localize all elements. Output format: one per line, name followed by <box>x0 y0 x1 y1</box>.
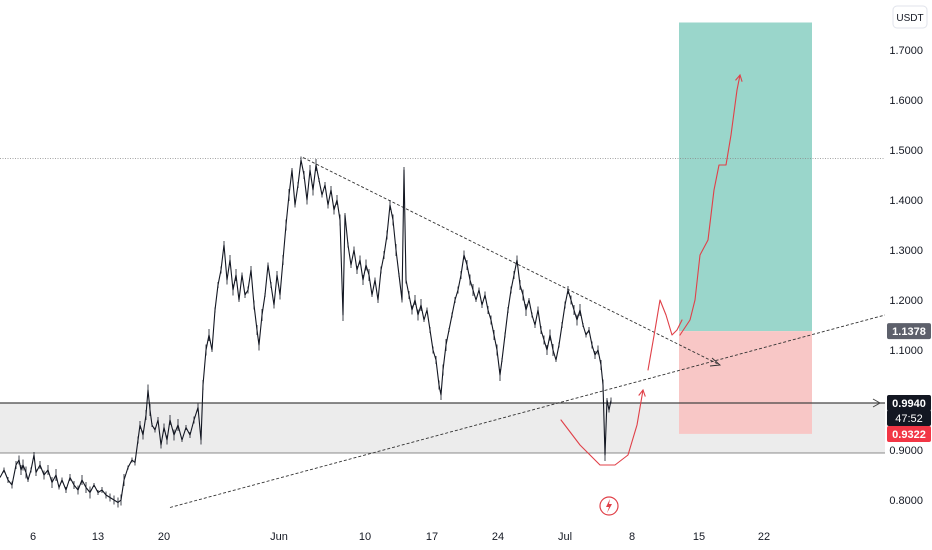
current-price-tag[interactable]: 0.9940 <box>887 395 931 411</box>
y-tick-label: 1.3000 <box>889 245 923 257</box>
countdown-tag[interactable]: 47:52 <box>887 410 931 426</box>
x-tick-label: 10 <box>359 531 371 543</box>
y-tick-label: 1.6000 <box>889 95 923 107</box>
projection-retest-wave[interactable] <box>647 299 683 371</box>
x-tick-label: 8 <box>629 531 635 543</box>
current-price-tag-background <box>887 395 931 411</box>
trendline-ascending[interactable] <box>169 314 886 508</box>
axis-layer: USDT 1.7000 1.6000 1.5000 1.4000 1.3000 1.200… <box>30 0 932 550</box>
currency-box[interactable] <box>892 5 928 29</box>
price-tags-layer: 1.1378 0.9940 47:52 0.9322 <box>887 323 931 442</box>
x-tick-label: 6 <box>30 531 36 543</box>
countdown-tag-label: 47:52 <box>895 413 923 425</box>
y-tick-label: 0.8000 <box>889 495 923 507</box>
entry-tag-background <box>887 323 931 340</box>
y-tick-label: 0.9000 <box>889 445 923 457</box>
projection-layer <box>560 73 743 466</box>
stop-loss-zone[interactable] <box>679 331 812 434</box>
curve-arrow-icon <box>638 388 646 397</box>
take-profit-zone[interactable] <box>679 22 812 332</box>
price-layer <box>0 156 612 508</box>
stop-tag-label: 0.9322 <box>892 429 926 441</box>
price-wicks <box>3 156 612 508</box>
x-tick-label: 22 <box>758 531 770 543</box>
y-tick-label: 1.5000 <box>889 145 923 157</box>
current-price-tag-label: 0.9940 <box>892 398 926 410</box>
stop-tag-background <box>887 426 931 442</box>
x-tick-label: 17 <box>426 531 438 543</box>
countdown-tag-background <box>887 410 931 426</box>
x-tick-label: Jun <box>270 531 288 543</box>
y-tick-label: 1.2000 <box>889 295 923 307</box>
x-tick-label: 20 <box>158 531 170 543</box>
x-tick-label: 24 <box>492 531 504 543</box>
x-tick-label: 15 <box>693 531 705 543</box>
trendline-descending[interactable] <box>302 157 721 366</box>
rally-arrow-icon <box>735 73 743 82</box>
level-arrow-icon <box>872 398 882 408</box>
icons-layer <box>599 496 619 516</box>
lightning-glyph <box>606 499 612 513</box>
background-layer <box>0 22 885 453</box>
y-tick-label: 1.7000 <box>889 45 923 57</box>
projection-recovery-curve[interactable] <box>560 389 644 466</box>
x-tick-label: 13 <box>92 531 104 543</box>
y-axis-background <box>885 0 932 550</box>
stop-tag[interactable]: 0.9322 <box>887 426 931 442</box>
x-tick-label: Jul <box>558 531 572 543</box>
y-tick-label: 1.1000 <box>889 345 923 357</box>
trendline-arrow-icon <box>709 357 722 367</box>
projection-rally-path[interactable] <box>679 74 741 336</box>
entry-tag[interactable]: 1.1378 <box>887 323 931 340</box>
currency-label: USDT <box>896 13 923 24</box>
y-tick-label: 1.4000 <box>889 195 923 207</box>
entry-tag-label: 1.1378 <box>892 326 926 338</box>
